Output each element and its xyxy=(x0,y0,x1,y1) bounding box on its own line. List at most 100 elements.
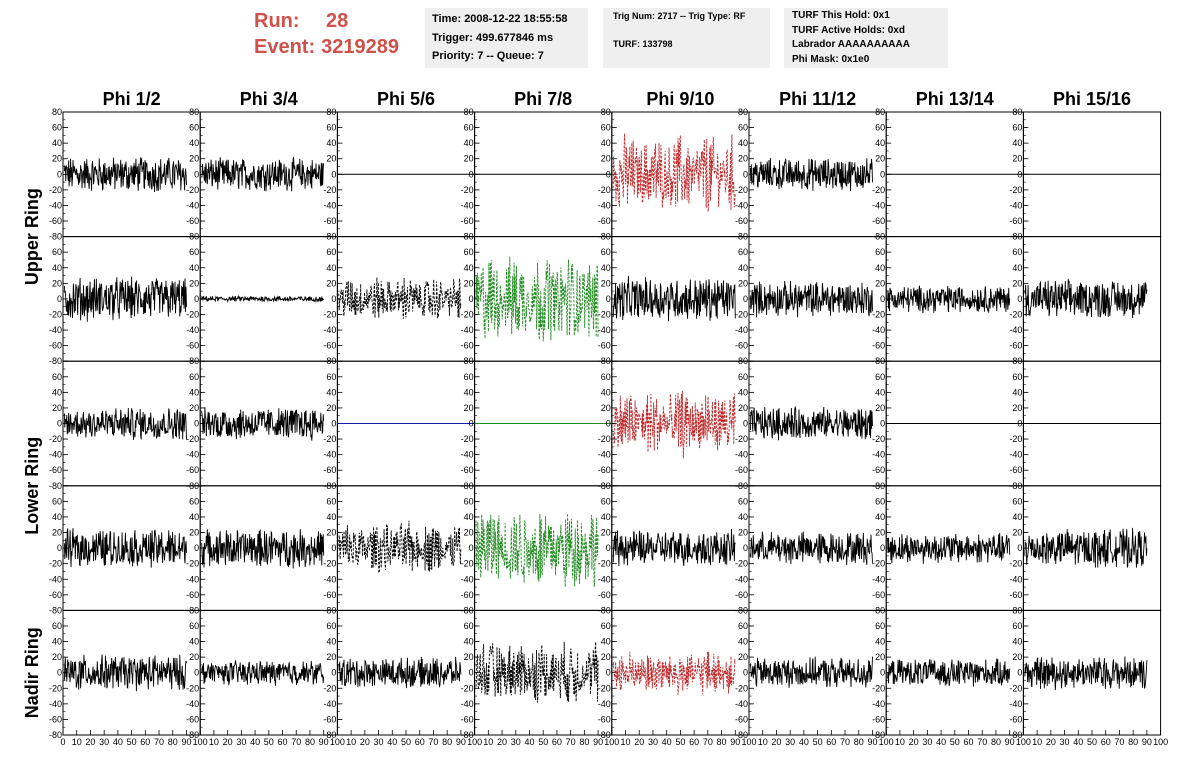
y-tick-label: 20 xyxy=(738,154,748,164)
y-tick-label: -40 xyxy=(323,699,336,709)
y-tick-label: -40 xyxy=(323,574,336,584)
y-tick-label: 60 xyxy=(52,496,62,506)
x-tick-label: 90 xyxy=(730,737,740,747)
x-tick-label: 80 xyxy=(991,737,1001,747)
y-tick-label: 60 xyxy=(738,621,748,631)
y-tick-label: -40 xyxy=(872,574,885,584)
y-tick-label: 20 xyxy=(52,154,62,164)
y-tick-label: 0 xyxy=(1017,543,1022,553)
y-tick-label: -60 xyxy=(872,714,885,724)
y-tick-label: 0 xyxy=(1017,668,1022,678)
x-tick-label: 50 xyxy=(1087,737,1097,747)
y-tick-label: -60 xyxy=(461,590,474,600)
waveform-line xyxy=(612,275,736,322)
y-tick-label: 60 xyxy=(601,123,611,133)
y-tick-label: 0 xyxy=(331,543,336,553)
waveform-line xyxy=(749,405,873,441)
y-tick-label: -60 xyxy=(323,590,336,600)
y-tick-label: -20 xyxy=(49,683,62,693)
x-tick-label: 10 xyxy=(895,737,905,747)
x-tick-label: 50 xyxy=(675,737,685,747)
y-tick-label: 0 xyxy=(743,294,748,304)
y-tick-label: -80 xyxy=(49,232,62,242)
trig-num-box: Trig Num: 2717 -- Trig Type: RF TURF: 13… xyxy=(603,8,770,68)
y-tick-label: 0 xyxy=(194,169,199,179)
waveform-line xyxy=(338,656,462,689)
y-tick-label: 60 xyxy=(875,621,885,631)
waveform-line xyxy=(887,658,1011,687)
y-tick-label: 40 xyxy=(326,637,336,647)
waveform-line xyxy=(63,276,187,322)
y-tick-label: -60 xyxy=(461,341,474,351)
waveform-line xyxy=(63,407,187,440)
y-tick-label: 60 xyxy=(875,496,885,506)
y-tick-label: 20 xyxy=(189,154,199,164)
x-tick-label: 90 xyxy=(319,737,329,747)
y-tick-label: 20 xyxy=(738,528,748,538)
y-tick-label: 40 xyxy=(1012,387,1022,397)
x-tick-label: 60 xyxy=(1101,737,1111,747)
y-tick-label: 20 xyxy=(326,278,336,288)
y-tick-label: -20 xyxy=(872,185,885,195)
column-title: Phi 3/4 xyxy=(240,89,298,109)
x-tick-label: 100 xyxy=(604,737,619,747)
y-tick-label: -20 xyxy=(735,309,748,319)
waveform-line xyxy=(612,133,736,212)
x-tick-label: 70 xyxy=(1114,737,1124,747)
y-tick-label: 0 xyxy=(743,419,748,429)
y-tick-label: -40 xyxy=(49,200,62,210)
y-tick-label: -60 xyxy=(1009,341,1022,351)
waveform-line xyxy=(201,156,325,192)
y-tick-label: -80 xyxy=(49,730,62,740)
x-tick-label: 100 xyxy=(879,737,894,747)
x-tick-label: 80 xyxy=(717,737,727,747)
run-label: Run: xyxy=(254,10,300,32)
y-tick-label: -80 xyxy=(49,605,62,615)
column-title: Phi 7/8 xyxy=(514,89,572,109)
waveform-line xyxy=(749,158,873,192)
y-tick-label: -40 xyxy=(49,574,62,584)
y-tick-label: 20 xyxy=(464,652,474,662)
y-tick-label: -20 xyxy=(598,434,611,444)
x-tick-label: 70 xyxy=(703,737,713,747)
x-tick-label: 60 xyxy=(278,737,288,747)
y-tick-label: 60 xyxy=(738,123,748,133)
y-tick-label: 60 xyxy=(601,496,611,506)
y-tick-label: -40 xyxy=(1009,325,1022,335)
waveform-line xyxy=(475,641,599,703)
y-tick-label: 40 xyxy=(326,387,336,397)
y-tick-label: -20 xyxy=(461,683,474,693)
y-tick-label: 40 xyxy=(875,138,885,148)
x-tick-label: 30 xyxy=(785,737,795,747)
y-tick-label: 20 xyxy=(189,403,199,413)
y-tick-label: -60 xyxy=(186,590,199,600)
y-tick-label: 20 xyxy=(464,154,474,164)
y-tick-label: -40 xyxy=(872,325,885,335)
x-tick-label: 40 xyxy=(387,737,397,747)
y-tick-label: 60 xyxy=(738,496,748,506)
y-tick-label: 60 xyxy=(52,621,62,631)
y-tick-label: 20 xyxy=(1012,652,1022,662)
y-tick-label: -20 xyxy=(186,434,199,444)
x-tick-label: 50 xyxy=(950,737,960,747)
y-tick-label: 40 xyxy=(326,512,336,522)
y-tick-label: -60 xyxy=(461,714,474,724)
y-tick-label: -80 xyxy=(735,730,748,740)
y-tick-label: -60 xyxy=(186,216,199,226)
x-tick-label: 80 xyxy=(168,737,178,747)
y-tick-label: 60 xyxy=(52,123,62,133)
x-tick-label: 10 xyxy=(758,737,768,747)
waveform-line xyxy=(201,529,325,569)
y-tick-label: 60 xyxy=(326,247,336,257)
y-tick-label: -20 xyxy=(323,434,336,444)
